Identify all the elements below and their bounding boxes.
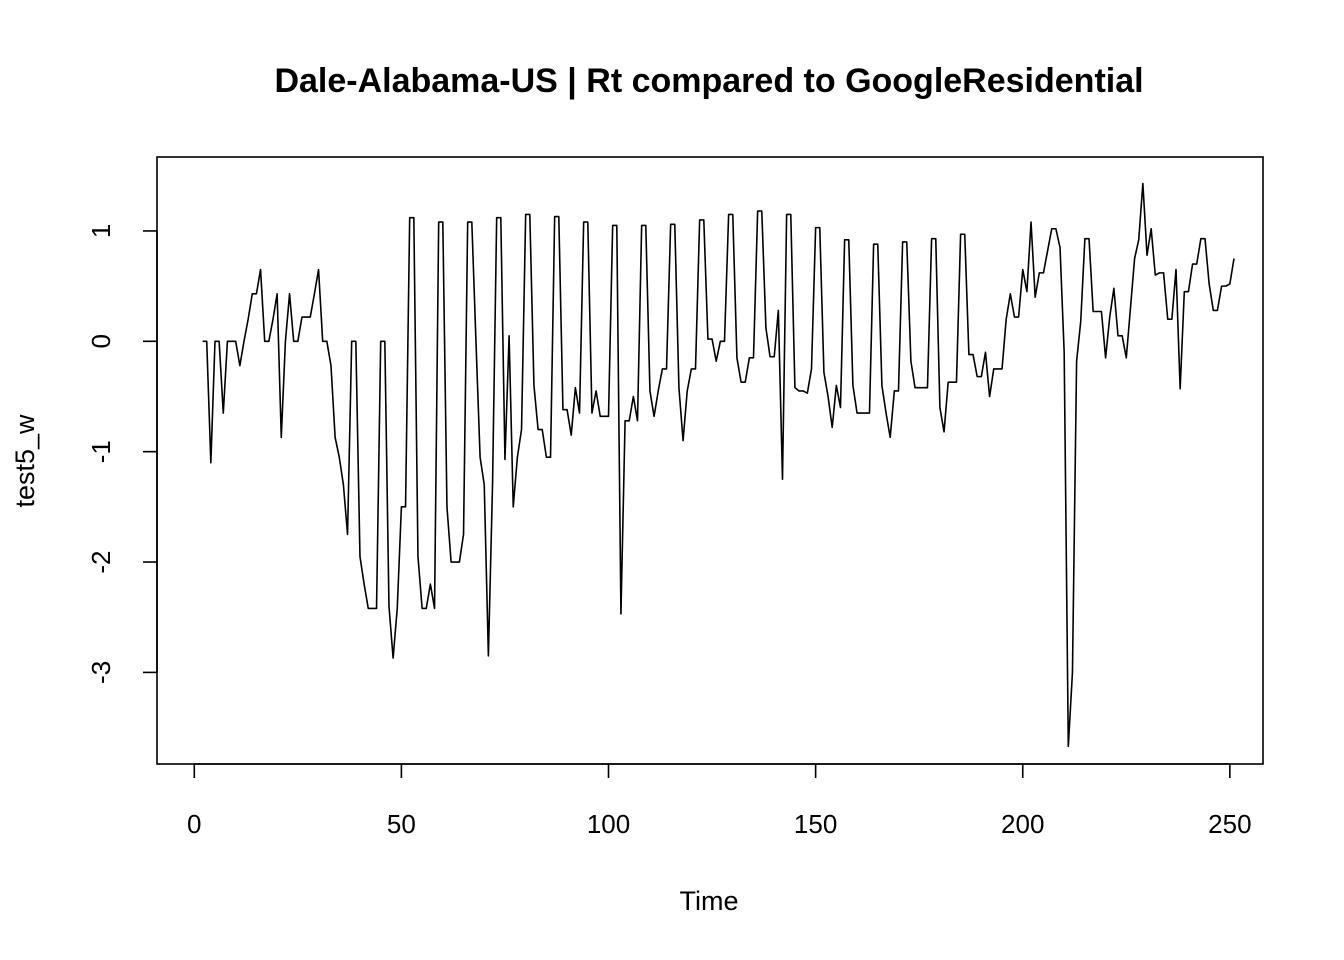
y-tick-label: -2 — [86, 550, 116, 573]
y-axis: -3 -2 -1 0 1 — [86, 224, 158, 684]
x-tick-label: 50 — [387, 809, 416, 839]
y-tick-label: -3 — [86, 661, 116, 684]
x-axis-label: Time — [680, 886, 739, 916]
chart-title: Dale-Alabama-US | Rt compared to GoogleR… — [274, 62, 1143, 100]
series-line — [202, 182, 1235, 748]
y-tick-label: -1 — [86, 440, 116, 463]
data-points — [203, 183, 1234, 746]
x-tick-label: 250 — [1208, 809, 1251, 839]
y-tick-label: 1 — [86, 224, 116, 238]
x-tick-label: 150 — [794, 809, 837, 839]
x-tick-label: 200 — [1001, 809, 1044, 839]
x-tick-label: 0 — [187, 809, 201, 839]
x-axis: 0 50 100 150 200 250 — [187, 763, 1252, 839]
x-tick-label: 100 — [587, 809, 630, 839]
y-tick-label: 0 — [86, 334, 116, 348]
plot-box — [156, 156, 1264, 765]
y-axis-label: test5_w — [10, 414, 40, 508]
